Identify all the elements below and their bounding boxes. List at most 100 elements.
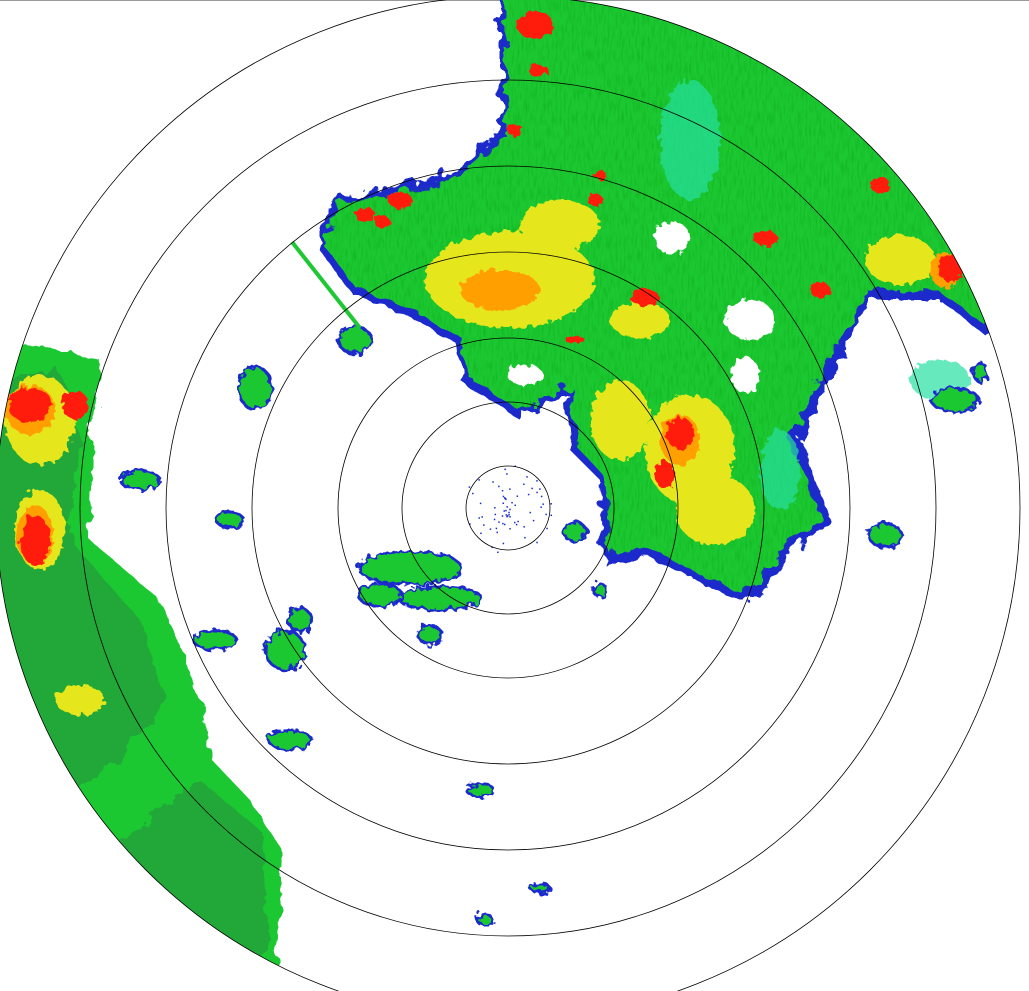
clutter-dot [502,523,504,525]
echo-cell [290,610,310,630]
clutter-dot [526,476,528,478]
clutter-dot [490,528,492,530]
echo-cell [565,524,585,540]
echo-cell [420,627,440,643]
clutter-dot [523,526,525,528]
echo-intense [666,417,694,449]
echo-cell [218,514,242,526]
clutter-dot [546,528,548,530]
echo-gap [725,300,775,340]
clutter-dot [472,493,474,495]
clutter-dot [516,524,518,526]
radar-ppi-display [0,0,1029,991]
echo-intense [587,194,603,206]
clutter-dot [502,515,504,517]
echo-gap [731,357,759,393]
echo-intense [938,254,962,282]
echo-strong [460,270,540,310]
echo-cell [195,632,235,648]
echo-cell [532,885,548,891]
clutter-dot [496,532,498,534]
clutter-dot [494,507,496,509]
clutter-dot [530,512,532,514]
clutter-dot [469,486,471,488]
echo-intense [630,290,660,306]
echo-heavy [520,200,600,250]
clutter-dot [542,503,544,505]
echo-cell [122,472,158,488]
echo-cell [270,732,310,748]
echo-intense [20,515,50,565]
echo-cell [975,364,985,380]
echo-heavy [610,302,670,338]
echo-cell [468,785,492,795]
echo-intense [528,64,548,76]
clutter-dot [498,486,500,488]
clutter-dot [481,516,483,518]
clutter-dot [531,488,533,490]
clutter-dot [511,502,513,504]
echo-gap [654,222,690,254]
echo-intense [8,387,52,423]
clutter-dot [539,488,541,490]
echo-cell [479,916,491,924]
echo-intense [655,461,675,489]
echo-intense [753,230,777,246]
clutter-dot [550,503,552,505]
clutter-dot [508,512,510,513]
clutter-dot [551,515,553,517]
clutter-dot [495,514,497,516]
echo-light [760,430,800,510]
clutter-dot [506,506,508,508]
clutter-dot [478,517,480,519]
range-ring [466,466,550,550]
echo-intense [355,207,375,223]
clutter-dot [503,510,505,512]
echo-cell [340,328,370,352]
clutter-dot [478,479,480,481]
clutter-dot [509,488,511,490]
clutter-dot [536,480,538,482]
echo-intense [374,216,390,228]
clutter-dot [504,469,506,471]
clutter-dot [536,542,538,544]
echo-intense [517,11,553,39]
clutter-dot [540,506,542,508]
clutter-dot [545,514,547,516]
clutter-dot [505,498,507,500]
echo-heavy [865,235,935,285]
clutter-dot [483,524,485,526]
echo-intense [61,391,89,419]
clutter-dot [509,528,511,530]
clutter-dot [524,537,526,539]
clutter-dot [536,492,538,494]
clutter-dot [509,516,511,518]
clutter-dot [480,533,482,535]
clutter-dot [497,552,499,554]
echo-cell [360,553,460,583]
clutter-dot [503,496,505,498]
clutter-dot [509,509,511,511]
echo-heavy [590,380,650,460]
clutter-dot [504,524,506,526]
echo-light [660,80,720,200]
clutter-dot [517,495,519,497]
clutter-dot [514,522,516,524]
clutter-dot [502,503,504,505]
clutter-dot [494,519,496,521]
echo-heavy [55,685,105,715]
clutter-dot [517,521,519,523]
echo-intense [870,177,890,193]
echo-intense [388,192,412,208]
clutter-dot [514,505,516,507]
echo-cell [933,390,977,410]
clutter-dot [505,510,507,512]
echo-gap [507,365,543,385]
clutter-dot [541,496,543,498]
clutter-dot [496,528,498,530]
clutter-dot [506,516,508,518]
reflectivity-echoes [0,0,1029,990]
clutter-dot [492,481,494,483]
clutter-dot [480,503,482,505]
echo-intense [810,282,830,298]
